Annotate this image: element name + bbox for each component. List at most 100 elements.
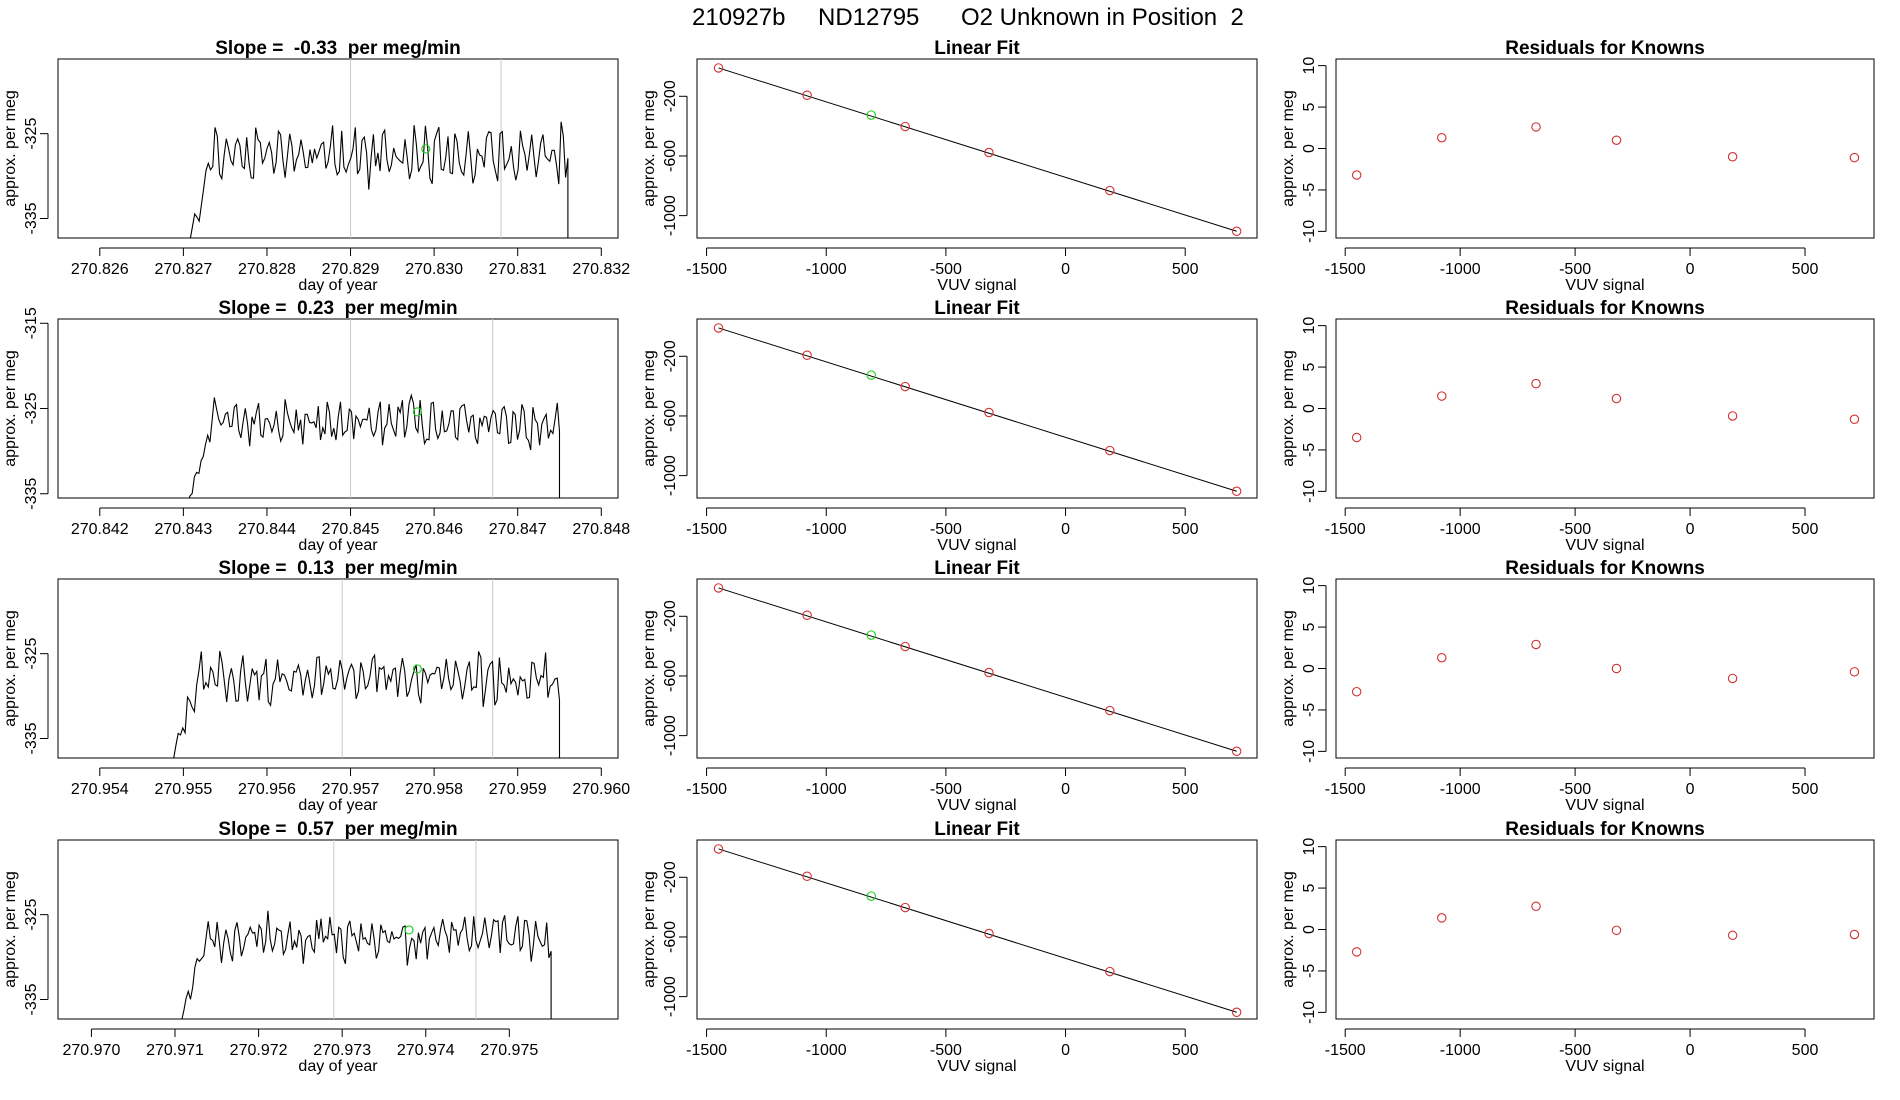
panel-timeseries-row1: Slope = -0.33 per meg/min 270.826 270.827 2… bbox=[2, 38, 630, 294]
unknown-description: O2 Unknown in Position 2 bbox=[961, 4, 1244, 31]
x-tick-label: 500 bbox=[1172, 261, 1199, 278]
panel-title: Residuals for Knowns bbox=[1505, 558, 1705, 579]
x-tick-label: -1000 bbox=[806, 781, 847, 798]
plot-area bbox=[189, 59, 569, 238]
x-tick-label: 270.843 bbox=[154, 521, 212, 538]
panel-grid: Slope = -0.33 per meg/min 270.826 270.827 2… bbox=[2, 38, 1875, 1075]
y-tick-label: -600 bbox=[662, 140, 679, 172]
panel-title: Residuals for Knowns bbox=[1505, 38, 1705, 59]
x-tick-label: -500 bbox=[930, 1042, 962, 1059]
plot-area bbox=[713, 63, 1242, 237]
x-tick-label: -1000 bbox=[806, 521, 847, 538]
y-tick-label: -1000 bbox=[662, 455, 679, 496]
y-tick-label: -600 bbox=[662, 921, 679, 953]
known-standard-point bbox=[1849, 414, 1860, 425]
x-tick-label: 0 bbox=[1686, 781, 1695, 798]
x-tick-label: 500 bbox=[1172, 781, 1199, 798]
unknown-sample-point bbox=[412, 407, 423, 417]
y-tick-label: -200 bbox=[662, 80, 679, 112]
run-id: 210927b bbox=[692, 4, 785, 31]
known-standard-point bbox=[1531, 901, 1541, 912]
x-tick-label: 500 bbox=[1792, 1042, 1819, 1059]
known-standard-point bbox=[802, 871, 812, 881]
x-tick-label: 270.844 bbox=[238, 521, 296, 538]
known-standard-point bbox=[1727, 930, 1738, 941]
known-standard-point bbox=[1231, 1007, 1242, 1018]
x-tick-label: 270.827 bbox=[154, 261, 212, 278]
x-tick-label: 270.975 bbox=[480, 1042, 538, 1059]
y-tick-label: -335 bbox=[23, 478, 40, 510]
panel-title: Slope = -0.33 per meg/min bbox=[215, 38, 461, 59]
known-standard-point bbox=[802, 610, 812, 620]
known-standard-point bbox=[1849, 667, 1860, 677]
known-standard-point bbox=[1351, 686, 1362, 697]
panel-residuals-row4: Residuals for Knowns -1500 -1000 -500 0 500 VU… bbox=[1280, 819, 1875, 1075]
y-tick-label: -200 bbox=[662, 600, 679, 632]
known-standard-point bbox=[1105, 445, 1115, 456]
y-axis-title: approx. per meg bbox=[1280, 610, 1297, 727]
x-tick-label: -500 bbox=[1559, 261, 1591, 278]
x-tick-label: -500 bbox=[1559, 1042, 1591, 1059]
plot-area bbox=[181, 840, 552, 1019]
x-axis-title: VUV signal bbox=[1565, 277, 1644, 294]
x-tick-label: 270.973 bbox=[313, 1042, 371, 1059]
figure-title: 210927b ND12795 O2 Unknown in Position 2 bbox=[692, 4, 1244, 31]
y-axis-title: approx. per meg bbox=[1280, 871, 1297, 988]
x-axis-title: VUV signal bbox=[937, 277, 1016, 294]
y-tick-label: 5 bbox=[1301, 363, 1318, 372]
plot-area bbox=[1351, 639, 1860, 697]
known-standard-point bbox=[1531, 639, 1541, 650]
known-standard-point bbox=[1611, 393, 1622, 404]
x-tick-label: 270.970 bbox=[63, 1042, 121, 1059]
y-axis-title: approx. per meg bbox=[641, 90, 658, 207]
plot-frame bbox=[57, 58, 619, 239]
unknown-sample-point bbox=[404, 925, 414, 935]
plot-frame bbox=[1335, 318, 1875, 499]
y-tick-label: -335 bbox=[23, 722, 40, 754]
y-tick-label: -10 bbox=[1301, 740, 1318, 763]
known-standard-point bbox=[984, 407, 994, 418]
known-standard-point bbox=[900, 381, 910, 392]
panel-title: Slope = 0.57 per meg/min bbox=[218, 819, 457, 840]
x-tick-label: 0 bbox=[1686, 1042, 1695, 1059]
panel-title: Slope = 0.23 per meg/min bbox=[218, 298, 457, 319]
known-standard-point bbox=[1105, 966, 1115, 977]
known-standard-point bbox=[900, 641, 910, 652]
plot-frame bbox=[696, 58, 1258, 239]
x-tick-label: 270.832 bbox=[572, 261, 630, 278]
unknown-sample-point bbox=[421, 144, 431, 154]
y-tick-label: -10 bbox=[1301, 1001, 1318, 1024]
plot-area bbox=[1351, 122, 1860, 180]
known-standard-point bbox=[1531, 122, 1541, 132]
x-tick-label: 270.845 bbox=[322, 521, 380, 538]
x-tick-label: -500 bbox=[1559, 781, 1591, 798]
panel-residuals-row2: Residuals for Knowns -1500 -1000 -500 0 500 VU… bbox=[1280, 298, 1875, 554]
plot-frame bbox=[1335, 839, 1875, 1020]
y-tick-label: -5 bbox=[1301, 964, 1318, 978]
plot-frame bbox=[57, 578, 619, 759]
x-tick-label: -500 bbox=[1559, 521, 1591, 538]
x-tick-label: -500 bbox=[930, 261, 962, 278]
panel-residuals-row3: Residuals for Knowns -1500 -1000 -500 0 500 VU… bbox=[1280, 558, 1875, 814]
y-tick-label: 0 bbox=[1301, 664, 1318, 673]
panel-title: Linear Fit bbox=[934, 819, 1020, 840]
x-tick-label: 0 bbox=[1061, 521, 1070, 538]
y-tick-label: -325 bbox=[23, 638, 40, 670]
plot-area bbox=[1351, 901, 1860, 957]
unknown-sample-point bbox=[866, 370, 876, 380]
x-tick-label: 270.829 bbox=[322, 261, 380, 278]
known-standard-point bbox=[1351, 170, 1362, 180]
plot-area bbox=[173, 579, 561, 758]
panel-title: Residuals for Knowns bbox=[1505, 298, 1705, 319]
known-standard-point bbox=[1437, 132, 1447, 143]
known-standard-point bbox=[1727, 673, 1738, 684]
y-tick-label: -335 bbox=[23, 983, 40, 1015]
panel-timeseries-row4: Slope = 0.57 per meg/min 270.970 270.971 27… bbox=[2, 819, 619, 1075]
x-tick-label: 270.842 bbox=[71, 521, 129, 538]
panel-timeseries-row2: Slope = 0.23 per meg/min 270.842 270.843 27… bbox=[2, 298, 630, 554]
known-standard-point bbox=[713, 323, 724, 333]
known-standard-point bbox=[802, 90, 812, 100]
known-standard-point bbox=[713, 844, 724, 854]
y-tick-label: 5 bbox=[1301, 103, 1318, 112]
y-tick-label: 0 bbox=[1301, 144, 1318, 153]
